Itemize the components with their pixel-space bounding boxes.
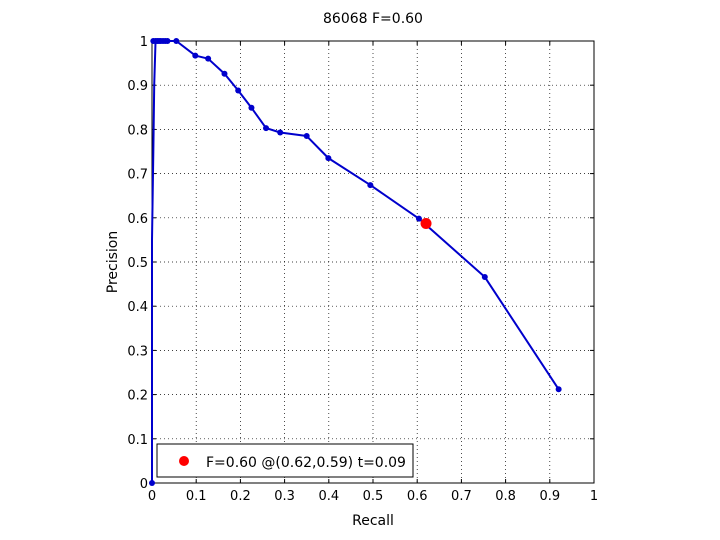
best-f-point	[420, 218, 432, 230]
x-tick-label: 0.4	[318, 489, 339, 504]
y-tick-label: 0.8	[127, 123, 148, 138]
legend-entry: F=0.60 @(0.62,0.59) t=0.09	[206, 455, 406, 471]
x-tick-label: 0.7	[451, 489, 472, 504]
legend-marker	[179, 456, 189, 466]
y-tick-label: 0.1	[127, 433, 148, 448]
series-point	[248, 104, 255, 111]
y-tick-label: 0.4	[127, 300, 148, 315]
series-point	[367, 182, 374, 189]
best-point-layer	[420, 218, 432, 230]
chart-title: 86068 F=0.60	[323, 11, 423, 27]
series-point	[205, 55, 212, 62]
x-tick-label: 0.5	[363, 489, 384, 504]
x-tick-label: 0.9	[539, 489, 560, 504]
y-tick-label: 1	[140, 35, 148, 50]
x-tick-label: 0	[148, 489, 156, 504]
y-tick-label: 0.6	[127, 212, 148, 227]
y-tick-label: 0	[140, 477, 148, 492]
x-axis-label: Recall	[352, 513, 394, 529]
series-point	[555, 386, 562, 393]
series-point	[149, 480, 155, 486]
axis-ticks	[151, 40, 595, 484]
series-point	[221, 70, 228, 77]
x-tick-label: 0.3	[274, 489, 295, 504]
series-point	[173, 38, 180, 44]
y-tick-label: 0.2	[127, 389, 148, 404]
x-tick-labels: 0 0.1 0.2 0.3 0.4 0.5 0.6 0.7 0.8 0.9 1	[148, 489, 598, 504]
x-tick-label: 0.2	[230, 489, 251, 504]
y-axis-label: Precision	[105, 231, 121, 293]
x-tick-label: 1	[590, 489, 598, 504]
y-tick-labels: 0 0.1 0.2 0.3 0.4 0.5 0.6 0.7 0.8 0.9 1	[127, 35, 148, 492]
legend: F=0.60 @(0.62,0.59) t=0.09	[156, 443, 414, 478]
series-point	[303, 133, 310, 140]
y-tick-label: 0.5	[127, 256, 148, 271]
series-point	[415, 215, 422, 222]
series-point	[263, 125, 270, 132]
grid	[152, 41, 594, 483]
y-tick-label: 0.3	[127, 344, 148, 359]
series-point	[235, 87, 242, 94]
legend-box	[156, 443, 414, 478]
y-tick-label: 0.7	[127, 168, 148, 183]
x-tick-label: 0.8	[495, 489, 516, 504]
x-tick-label: 0.1	[186, 489, 207, 504]
x-tick-label: 0.6	[407, 489, 428, 504]
series-point	[481, 274, 488, 281]
series-point	[192, 52, 199, 59]
series-point	[325, 155, 332, 162]
series-point	[164, 38, 171, 44]
series-layer	[149, 38, 562, 486]
series-point	[277, 129, 284, 136]
y-tick-label: 0.9	[127, 79, 148, 94]
